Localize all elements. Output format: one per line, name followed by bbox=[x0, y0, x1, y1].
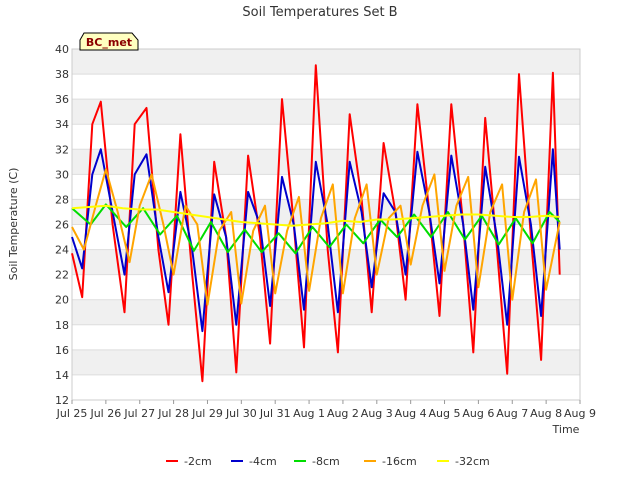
plot-band bbox=[72, 249, 580, 275]
plot-frame bbox=[71, 48, 581, 401]
y-tick-label: 24 bbox=[55, 244, 69, 257]
badge-text: BC_met bbox=[86, 36, 132, 49]
y-tick-label: 28 bbox=[55, 193, 69, 206]
y-tick-label: 16 bbox=[55, 344, 69, 357]
legend-label: -4cm bbox=[249, 455, 277, 468]
legend-label: -2cm bbox=[184, 455, 212, 468]
plot-band bbox=[72, 299, 580, 325]
legend: -2cm -4cm -8cm -16cm -32cm bbox=[166, 455, 490, 468]
x-tick-label: Aug 9 bbox=[564, 407, 596, 420]
x-tick-label: Aug 3 bbox=[361, 407, 393, 420]
y-tick-label: 32 bbox=[55, 143, 69, 156]
gridlines bbox=[71, 48, 581, 401]
x-axis-ticks: Jul 25 Jul 26 Jul 27 Jul 28 Jul 29 Jul 30 Jul … bbox=[56, 400, 596, 420]
plot-band bbox=[72, 149, 580, 175]
series-line-3 bbox=[71, 168, 561, 306]
y-axis-ticks: 12 14 16 18 20 22 24 26 28 30 32 34 36 38 40 bbox=[55, 43, 69, 407]
y-tick-label: 18 bbox=[55, 319, 69, 332]
plot-band bbox=[72, 49, 580, 75]
legend-label: -16cm bbox=[382, 455, 417, 468]
plot-band bbox=[72, 99, 580, 125]
y-tick-label: 12 bbox=[55, 394, 69, 407]
x-tick-label: Jul 31 bbox=[259, 407, 291, 420]
x-tick-label: Jul 30 bbox=[225, 407, 257, 420]
x-tick-label: Jul 26 bbox=[89, 407, 121, 420]
x-tick-label: Aug 5 bbox=[429, 407, 461, 420]
station-badge: BC_met bbox=[79, 32, 139, 51]
y-tick-label: 26 bbox=[55, 219, 69, 232]
y-tick-label: 38 bbox=[55, 68, 69, 81]
x-tick-label: Aug 7 bbox=[496, 407, 528, 420]
x-tick-label: Aug 8 bbox=[530, 407, 562, 420]
legend-label: -32cm bbox=[455, 455, 490, 468]
y-tick-label: 14 bbox=[55, 369, 69, 382]
x-tick-label: Aug 6 bbox=[462, 407, 494, 420]
y-tick-label: 34 bbox=[55, 118, 69, 131]
x-tick-label: Aug 4 bbox=[395, 407, 427, 420]
series-lines bbox=[71, 64, 561, 383]
badge-box bbox=[79, 32, 139, 51]
y-tick-label: 30 bbox=[55, 168, 69, 181]
series-line-4 bbox=[71, 204, 560, 227]
series-line-2 bbox=[71, 203, 561, 255]
x-tick-label: Jul 27 bbox=[123, 407, 155, 420]
x-tick-label: Aug 2 bbox=[327, 407, 359, 420]
plot-band bbox=[72, 349, 580, 375]
x-tick-label: Jul 28 bbox=[157, 407, 189, 420]
series-line-0 bbox=[71, 64, 561, 383]
y-tick-label: 20 bbox=[55, 294, 69, 307]
y-axis-label: Soil Temperature (C) bbox=[7, 168, 20, 281]
x-tick-label: Jul 25 bbox=[56, 407, 88, 420]
y-tick-label: 40 bbox=[55, 43, 69, 56]
x-tick-label: Jul 29 bbox=[191, 407, 223, 420]
y-tick-label: 36 bbox=[55, 93, 69, 106]
y-tick-label: 22 bbox=[55, 269, 69, 282]
x-axis-label: Time bbox=[552, 423, 580, 436]
x-tick-label: Aug 1 bbox=[293, 407, 325, 420]
legend-label: -8cm bbox=[312, 455, 340, 468]
chart-title: Soil Temperatures Set B bbox=[242, 5, 397, 20]
